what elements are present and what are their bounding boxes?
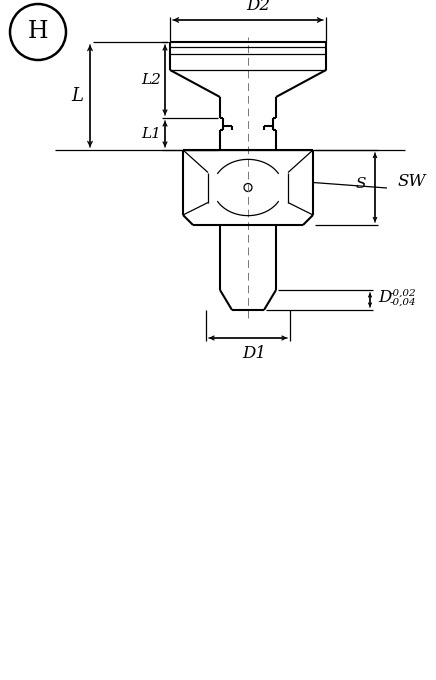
Text: -0,04: -0,04	[390, 298, 417, 307]
Text: S: S	[356, 177, 366, 190]
Text: L1: L1	[141, 127, 161, 141]
Text: SW: SW	[398, 173, 426, 190]
Text: H: H	[28, 20, 48, 44]
Text: D2: D2	[246, 0, 270, 14]
Text: D: D	[378, 288, 392, 305]
Text: -0,02: -0,02	[390, 288, 417, 298]
Text: L2: L2	[141, 73, 161, 87]
Text: L: L	[71, 87, 83, 105]
Text: D1: D1	[242, 345, 266, 362]
